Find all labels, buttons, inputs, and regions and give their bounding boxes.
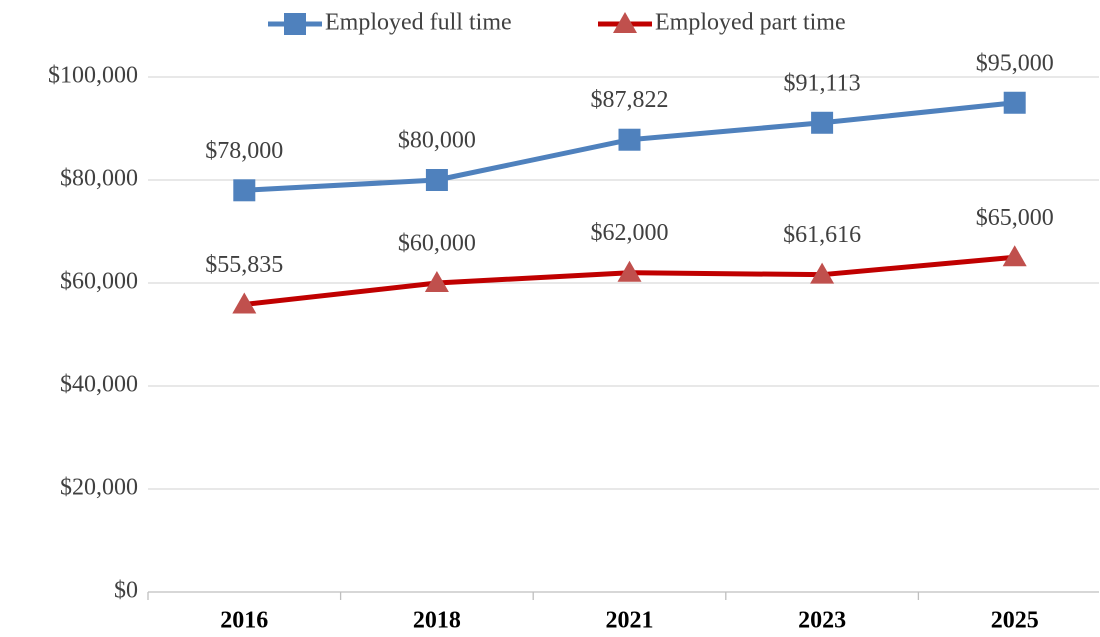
- data-label: $62,000: [591, 220, 669, 246]
- x-tick-label: 2023: [798, 608, 846, 634]
- data-point: [617, 260, 642, 282]
- data-point: [425, 169, 448, 191]
- y-tick-label: $40,000: [60, 372, 138, 398]
- data-label: $87,822: [591, 87, 669, 113]
- x-tick-label: 2018: [413, 608, 461, 634]
- data-label: $60,000: [398, 231, 476, 257]
- data-point: [810, 262, 835, 284]
- data-point: [233, 179, 256, 202]
- legend-label: Employed full time: [325, 10, 512, 36]
- data-label: $91,113: [784, 70, 861, 96]
- data-point: [1002, 245, 1027, 267]
- y-tick-label: $20,000: [60, 475, 138, 501]
- y-tick-label: $80,000: [60, 166, 138, 192]
- data-label: $78,000: [205, 138, 283, 164]
- legend-label: Employed part time: [655, 10, 846, 36]
- data-label: $61,616: [783, 222, 861, 248]
- y-tick-label: $60,000: [60, 269, 138, 295]
- data-point: [232, 292, 257, 314]
- data-point: [811, 111, 834, 134]
- legend-marker: [284, 13, 306, 35]
- data-label: $65,000: [976, 205, 1054, 231]
- data-point: [424, 271, 449, 292]
- x-tick-label: 2025: [991, 608, 1039, 634]
- y-tick-label: $0: [114, 578, 138, 604]
- data-label: $80,000: [398, 128, 476, 154]
- x-tick-label: 2016: [220, 608, 268, 634]
- data-point: [1003, 91, 1026, 114]
- data-point: [618, 128, 641, 151]
- legend-marker: [613, 12, 637, 33]
- x-tick-label: 2021: [606, 608, 654, 634]
- y-tick-label: $100,000: [48, 63, 138, 89]
- data-label: $55,835: [205, 252, 283, 278]
- data-label: $95,000: [976, 50, 1054, 76]
